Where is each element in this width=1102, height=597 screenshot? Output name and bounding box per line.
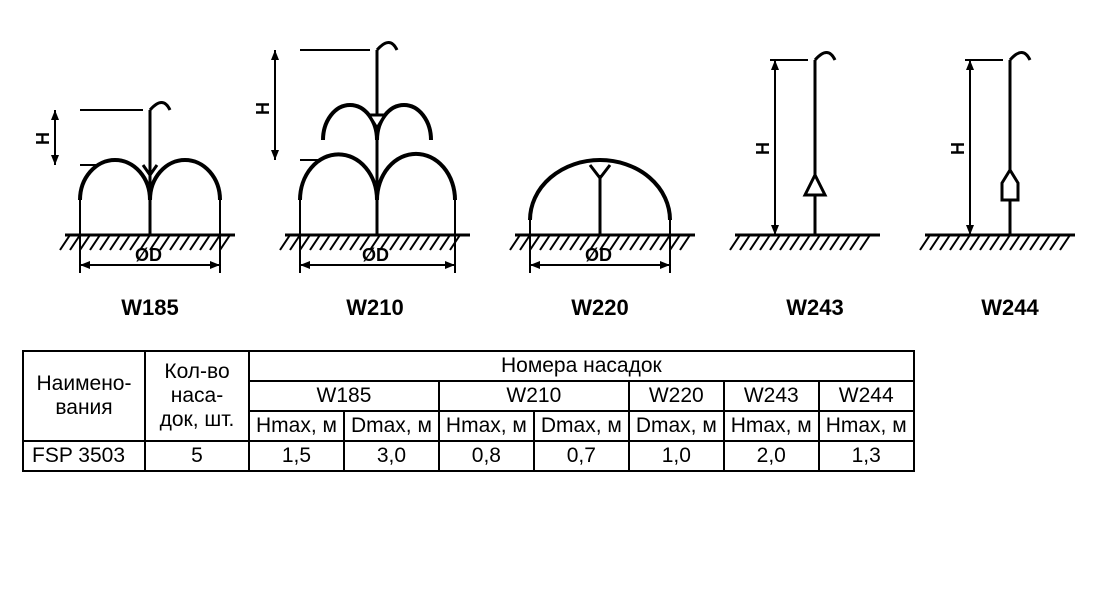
svg-text:ØD: ØD — [585, 245, 612, 265]
header-qty: Кол-вонаса-док, шт. — [145, 351, 249, 441]
metric-1: Dmax, м — [344, 411, 439, 441]
col-w220: W220 — [629, 381, 724, 411]
svg-text:ØD: ØD — [362, 245, 389, 265]
cell-v2: 0,8 — [439, 441, 534, 471]
metric-5: Hmax, м — [724, 411, 819, 441]
cell-v6: 1,3 — [819, 441, 914, 471]
diagram-area: H ØD W185 — [0, 0, 1102, 330]
svg-text:H: H — [35, 132, 53, 145]
metric-4: Dmax, м — [629, 411, 724, 441]
label-w185: W185 — [100, 295, 200, 321]
svg-text:H: H — [753, 142, 773, 155]
svg-text:ØD: ØD — [135, 245, 162, 265]
cell-qty: 5 — [145, 441, 249, 471]
spec-table: Наимено-вания Кол-вонаса-док, шт. Номера… — [22, 350, 915, 472]
col-w244: W244 — [819, 381, 914, 411]
header-nozzles: Номера насадок — [249, 351, 914, 381]
diagram-w220: ØD — [500, 120, 700, 305]
diagram-w244: H — [910, 35, 1085, 305]
label-w243: W243 — [765, 295, 865, 321]
diagram-w185: H ØD — [35, 55, 245, 305]
cell-v3: 0,7 — [534, 441, 629, 471]
table-header-row-1: Наимено-вания Кол-вонаса-док, шт. Номера… — [23, 351, 914, 381]
label-w210: W210 — [325, 295, 425, 321]
cell-v1: 3,0 — [344, 441, 439, 471]
cell-v5: 2,0 — [724, 441, 819, 471]
diagram-w210: H ØD — [255, 20, 485, 305]
cell-name: FSP 3503 — [23, 441, 145, 471]
col-w210: W210 — [439, 381, 629, 411]
metric-0: Hmax, м — [249, 411, 344, 441]
table-row: FSP 3503 5 1,5 3,0 0,8 0,7 1,0 2,0 1,3 — [23, 441, 914, 471]
metric-6: Hmax, м — [819, 411, 914, 441]
cell-v4: 1,0 — [629, 441, 724, 471]
svg-text:H: H — [255, 102, 273, 115]
label-w244: W244 — [960, 295, 1060, 321]
cell-v0: 1,5 — [249, 441, 344, 471]
svg-text:H: H — [948, 142, 968, 155]
metric-2: Hmax, м — [439, 411, 534, 441]
label-w220: W220 — [550, 295, 650, 321]
col-w185: W185 — [249, 381, 439, 411]
metric-3: Dmax, м — [534, 411, 629, 441]
header-name: Наимено-вания — [23, 351, 145, 441]
col-w243: W243 — [724, 381, 819, 411]
diagram-w243: H — [720, 35, 890, 305]
